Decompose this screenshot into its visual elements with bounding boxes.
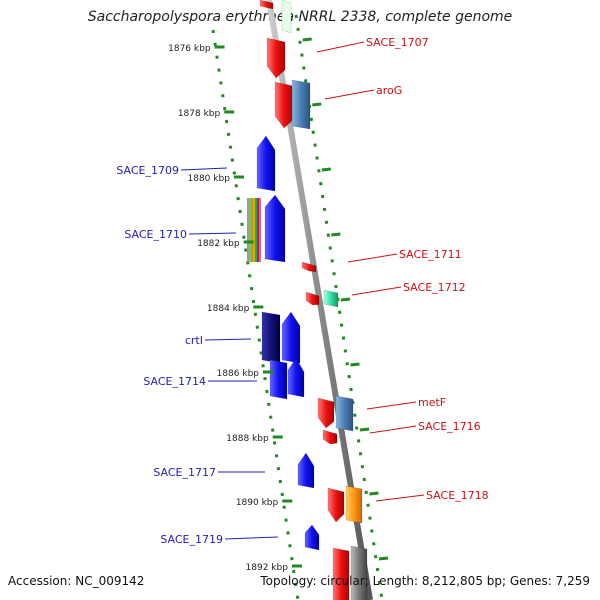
label-leader: [180, 167, 228, 171]
scale-label: 1892 kbp: [246, 563, 289, 573]
scale-label: 1876 kbp: [168, 44, 211, 54]
scale-label: 1878 kbp: [178, 109, 221, 119]
gene-arrow: [297, 452, 315, 489]
scale-label: 1884 kbp: [207, 304, 250, 314]
gene-arrow: [322, 429, 338, 445]
scale-tick: [350, 362, 360, 367]
gene-arrow: [281, 0, 292, 34]
scale-tick: [321, 167, 331, 172]
gene-arrow: [281, 311, 301, 364]
scale-tick: [302, 37, 312, 42]
label-leader: [316, 41, 365, 53]
gene-arrow: [287, 357, 305, 398]
scale-ring-left: [211, 29, 300, 600]
gene-segment: [247, 198, 249, 262]
gene-arrow: [274, 81, 294, 129]
gene-label: SACE_1712: [403, 281, 466, 294]
gene-arrow: [291, 79, 311, 130]
scale-label: 1888 kbp: [226, 434, 269, 444]
gene-arrow: [256, 135, 276, 192]
scale-tick: [331, 232, 341, 237]
gene-segment: [255, 198, 257, 262]
scale-label: 1882 kbp: [197, 239, 240, 249]
scale-tick: [312, 102, 322, 107]
scale-label: 1890 kbp: [236, 498, 279, 508]
label-leader: [204, 338, 252, 341]
gene-arrow: [259, 0, 274, 10]
label-leader: [375, 494, 425, 502]
scale-tick: [340, 297, 351, 302]
scale-tick: [359, 427, 370, 432]
scale-label: 1880 kbp: [188, 174, 231, 184]
gene-arrow: [305, 291, 320, 306]
label-leader: [188, 232, 237, 235]
label-leader: [351, 286, 402, 296]
gene-arrow: [335, 395, 354, 432]
scale-tick: [378, 556, 389, 561]
gene-arrow: [317, 397, 335, 429]
gene-label: SACE_1716: [418, 420, 481, 433]
gene-segment: [251, 198, 253, 262]
gene-arrow: [304, 524, 320, 551]
gene-label: SACE_1707: [366, 36, 429, 49]
map-title: Saccharopolyspora erythraea NRRL 2338, c…: [87, 9, 513, 25]
gene-label: aroG: [376, 84, 402, 97]
gene-arrow: [332, 547, 350, 600]
gene-label: SACE_1710: [124, 228, 187, 241]
gene-arrow: [266, 37, 286, 79]
topology-text: Topology: circular; Length: 8,212,805 bp…: [260, 574, 590, 588]
scale-label: 1886 kbp: [217, 369, 260, 379]
accession-text: Accession: NC_009142: [8, 574, 145, 588]
gene-label: SACE_1717: [153, 466, 216, 479]
gene-label: SACE_1709: [116, 164, 179, 177]
gene-arrow: [261, 311, 281, 364]
gene-label: crtI: [185, 334, 203, 347]
gene-label: SACE_1719: [160, 533, 223, 546]
gene-segment: [257, 198, 259, 262]
gene-label: SACE_1718: [426, 489, 489, 502]
gene-arrow: [323, 289, 339, 308]
gene-label: SACE_1714: [143, 375, 206, 388]
gene-label: metF: [418, 396, 446, 409]
gene-segment: [249, 198, 251, 262]
gene-arrow: [345, 485, 363, 524]
gene-arrow: [350, 545, 368, 600]
scale-tick: [369, 491, 379, 496]
gene-arrow: [301, 261, 317, 273]
label-leader: [224, 536, 279, 540]
gene-label: SACE_1711: [399, 248, 462, 261]
gene-arrow: [269, 359, 288, 400]
gene-segment: [253, 198, 255, 262]
label-leader: [347, 253, 398, 263]
gene-arrow: [327, 487, 345, 523]
gene-arrow: [264, 194, 286, 263]
label-leader: [369, 425, 417, 434]
label-leader: [324, 89, 375, 100]
gene-segment: [259, 198, 261, 262]
label-leader: [366, 401, 417, 410]
